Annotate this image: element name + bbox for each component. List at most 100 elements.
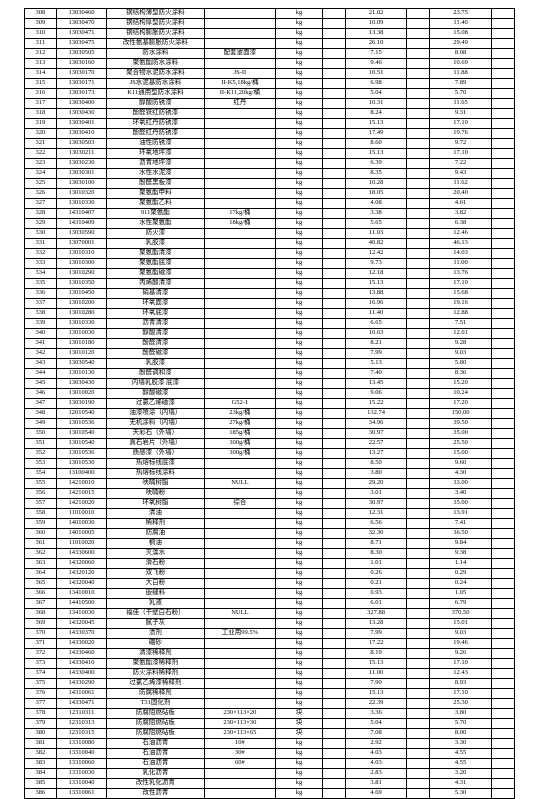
cell-c7 [407,699,430,709]
cell-c3 [204,299,276,309]
cell-c8: 19.76 [430,129,491,139]
table-row: 35013010540天彩石（外墙）185g/桶kg30.9735.00 [25,429,515,439]
cell-c5 [322,649,345,659]
cell-c2: 醇酸磁漆 [107,389,204,399]
table-body: 30813030460钢结构薄型防火涂料kg21.0223.7530913030… [25,9,515,799]
cell-c9 [491,289,514,299]
cell-c7 [407,49,430,59]
table-row: 37314330410聚氨酯漆稀释剂kg15.1317.10 [25,659,515,669]
table-row: 38413310030乳化沥青kg2.833.20 [25,769,515,779]
cell-c0: 359 [25,519,57,529]
cell-c9 [491,719,514,729]
cell-c6: 5.04 [345,89,406,99]
cell-c0: 325 [25,179,57,189]
table-row: 35914010030稀释剂kg6.567.41 [25,519,515,529]
cell-c7 [407,789,430,799]
cell-c9 [491,409,514,419]
cell-c9 [491,9,514,19]
cell-c1: 14330460 [56,649,107,659]
cell-c8: 4.30 [430,469,491,479]
cell-c5 [322,659,345,669]
cell-c4: 块 [276,729,322,739]
cell-c2: 酚醛铁红防锈漆 [107,109,204,119]
cell-c5 [322,399,345,409]
cell-c8: 10.69 [430,59,491,69]
cell-c3 [204,109,276,119]
cell-c3: G52-1 [204,399,276,409]
cell-c1: 14410500 [56,599,107,609]
cell-c4: kg [276,309,322,319]
cell-c5 [322,679,345,689]
cell-c7 [407,649,430,659]
cell-c6: 4.69 [345,789,406,799]
cell-c0: 316 [25,89,57,99]
cell-c2: 水性聚氨酯 [107,219,204,229]
cell-c9 [491,99,514,109]
cell-c4: kg [276,619,322,629]
cell-c3: 18kg/桶 [204,219,276,229]
cell-c4: kg [276,669,322,679]
cell-c8: 9.03 [430,349,491,359]
cell-c9 [491,529,514,539]
table-row: 36214330600灭藻水kg8.309.38 [25,549,515,559]
cell-c2: 过氯乙烯磁漆 [107,399,204,409]
cell-c1: 13310040 [56,749,107,759]
cell-c6: 12.42 [345,249,406,259]
cell-c6: 6.65 [345,319,406,329]
cell-c5 [322,469,345,479]
cell-c3: 10# [204,739,276,749]
cell-c2: 聚氨酯乙料 [107,199,204,209]
cell-c9 [491,199,514,209]
cell-c0: 336 [25,289,57,299]
cell-c5 [322,9,345,19]
cell-c0: 335 [25,279,57,289]
cell-c3 [204,119,276,129]
cell-c6: 30.97 [345,499,406,509]
cell-c5 [322,139,345,149]
cell-c1: 12010540 [56,409,107,419]
cell-c0: 368 [25,609,57,619]
cell-c0: 372 [25,649,57,659]
table-row: 34513030430内墙乳胶漆 底漆kg13.4515.20 [25,379,515,389]
cell-c0: 344 [25,369,57,379]
cell-c9 [491,19,514,29]
cell-c7 [407,609,430,619]
cell-c2: 腻子灰 [107,619,204,629]
cell-c6: 13.28 [345,619,406,629]
cell-c9 [491,309,514,319]
cell-c1: 13010280 [56,309,107,319]
cell-c4: kg [276,699,322,709]
cell-c6: 30.97 [345,429,406,439]
cell-c3: 300g/桶 [204,439,276,449]
cell-c7 [407,369,430,379]
cell-c2: 桐油 [107,539,204,549]
cell-c7 [407,749,430,759]
cell-c7 [407,479,430,489]
cell-c0: 381 [25,739,57,749]
cell-c6: 8.71 [345,539,406,549]
table-row: 34413010130酚醛调和漆kg7.408.36 [25,369,515,379]
cell-c3 [204,549,276,559]
cell-c2: 硼砂 [107,639,204,649]
cell-c6: 3.36 [345,709,406,719]
cell-c2: 丙烯酸清漆 [107,279,204,289]
cell-c6: 34.96 [345,419,406,429]
cell-c4: kg [276,149,322,159]
cell-c2: 酚醛红丹防锈漆 [107,129,204,139]
cell-c5 [322,99,345,109]
cell-c3 [204,489,276,499]
cell-c9 [491,489,514,499]
cell-c1: 14210015 [56,489,107,499]
cell-c6: 0.26 [345,569,406,579]
cell-c2: 灭藻水 [107,549,204,559]
cell-c1: 13030301 [56,169,107,179]
cell-c5 [322,719,345,729]
cell-c6: 5.65 [345,219,406,229]
cell-c8: 12.01 [430,329,491,339]
cell-c1: 14330370 [56,629,107,639]
cell-c0: 345 [25,379,57,389]
table-row: 32413030301水性水泥漆kg8.359.43 [25,169,515,179]
cell-c7 [407,269,430,279]
cell-c1: 14320045 [56,619,107,629]
cell-c4: kg [276,559,322,569]
